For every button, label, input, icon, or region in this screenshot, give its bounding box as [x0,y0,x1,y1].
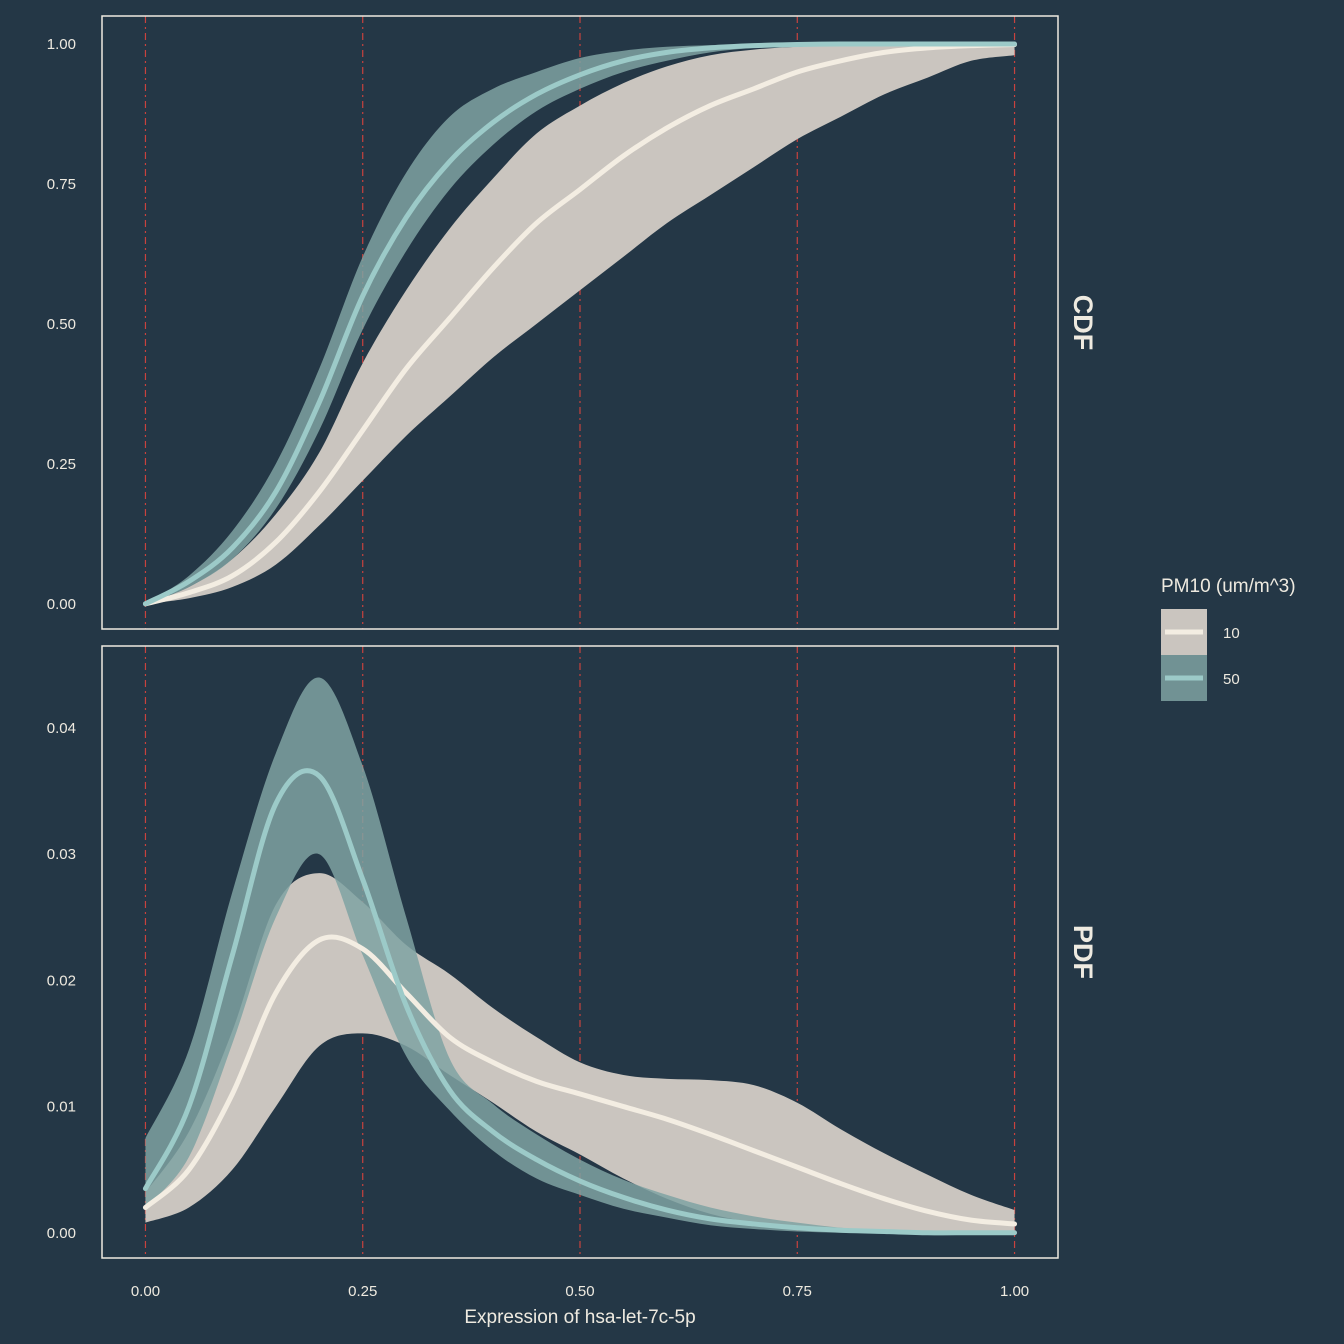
band-pdf-50 [145,677,1015,1233]
line-cdf-50 [142,41,1018,607]
panel-border-cdf [101,15,1059,630]
y-tick-label-cdf-2: 0.50 [47,316,76,333]
line-pdf-10 [142,934,1018,1227]
y-tick-label-pdf-3: 0.03 [47,846,76,863]
y-tick-label-pdf-0: 0.00 [47,1225,76,1242]
x-tick-label-4: 1.00 [1000,1283,1029,1300]
y-tick-label-cdf-3: 0.75 [47,176,76,193]
x-axis: 0.00 0.25 0.50 0.75 1.00 [131,1283,1029,1300]
strip-label-cdf: CDF [1068,295,1098,351]
band-cdf-10 [145,43,1015,604]
y-tick-label-cdf-0: 0.00 [47,596,76,613]
panel-cdf: 0.00 0.25 0.50 0.75 1.00 CDF [47,15,1098,630]
x-tick-label-1: 0.25 [348,1283,377,1300]
x-axis-title: Expression of hsa-let-7c-5p [464,1307,695,1328]
panel-pdf: 0.00 0.01 0.02 0.03 0.04 PDF [47,645,1098,1259]
y-tick-label-pdf-2: 0.02 [47,972,76,989]
x-tick-label-2: 0.50 [565,1283,594,1300]
panel-border-pdf [101,645,1059,1259]
band-pdf-10 [145,873,1015,1233]
legend-title: PM10 (um/m^3) [1161,576,1296,597]
y-tick-label-pdf-1: 0.01 [47,1099,76,1116]
legend-label-10: 10 [1223,625,1240,642]
line-cdf-10 [142,42,1018,607]
x-tick-label-3: 0.75 [783,1283,812,1300]
legend-label-50: 50 [1223,671,1240,688]
legend: PM10 (um/m^3) 10 50 [1161,576,1296,701]
line-pdf-50 [142,768,1018,1236]
y-tick-label-pdf-4: 0.04 [47,720,76,737]
x-tick-label-0: 0.00 [131,1283,160,1300]
y-tick-label-cdf-1: 0.25 [47,456,76,473]
strip-label-pdf: PDF [1068,925,1098,979]
y-tick-label-cdf-4: 1.00 [47,36,76,53]
